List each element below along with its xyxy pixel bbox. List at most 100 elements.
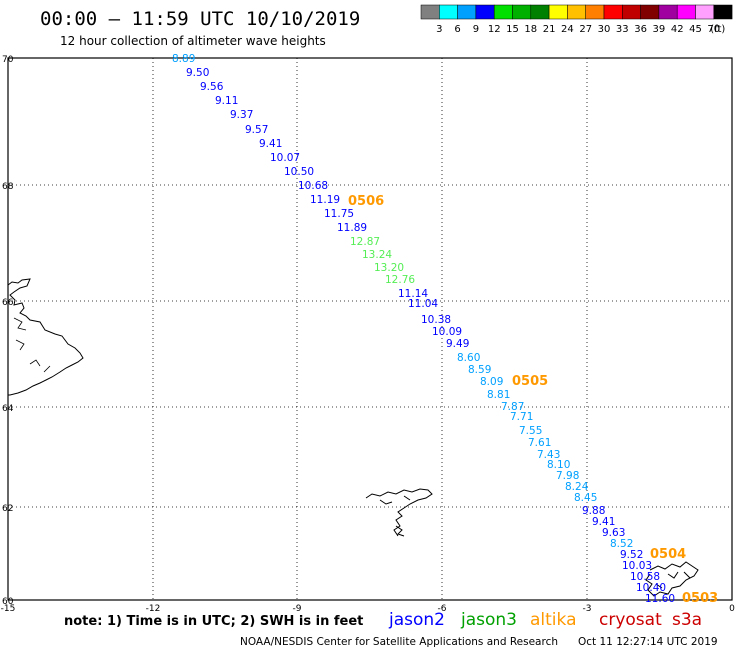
colorbar-swatch <box>548 4 568 20</box>
swh-value-label: 9.41 <box>259 138 282 150</box>
colorbar-label: 24 <box>561 24 574 35</box>
pass-time-labels: 0506 0505 0504 0503 <box>348 194 718 606</box>
swh-value-label: 11.04 <box>408 298 438 310</box>
colorbar-label: 21 <box>543 24 556 35</box>
swh-value-label: 7.98 <box>556 470 579 482</box>
page-title: 00:00 – 11:59 UTC 10/10/2019 <box>40 8 360 30</box>
colorbar-label: 33 <box>616 24 629 35</box>
pass-time-label: 0504 <box>650 547 686 562</box>
longitude-tick-label: -15 <box>1 604 16 614</box>
satellite-legend-item: jason3 <box>460 610 517 630</box>
swh-value-label: 12.76 <box>385 274 415 286</box>
colorbar-swatch <box>493 4 513 20</box>
map-border <box>7 57 733 601</box>
swh-value-label: 7.87 <box>501 401 524 413</box>
swh-value-label: 11.19 <box>310 194 340 206</box>
colorbar-swatch <box>622 4 641 20</box>
colorbar-label: 42 <box>671 24 684 35</box>
colorbar-swatch <box>640 4 660 20</box>
colorbar-label: 6 <box>454 24 460 35</box>
colorbar-label: 30 <box>598 24 611 35</box>
swh-value-label: 7.71 <box>510 411 533 423</box>
swh-value-label: 8.45 <box>574 492 597 504</box>
pass-time-label: 0503 <box>682 591 718 606</box>
satellite-legend: jason2 jason3 altika cryosat s3a <box>388 610 702 630</box>
swh-value-label: 10.09 <box>432 326 462 338</box>
swh-value-label: 8.60 <box>457 352 480 364</box>
colorbar-label: 27 <box>579 24 592 35</box>
swh-value-label: 9.41 <box>592 516 615 528</box>
colorbar-swatch <box>676 4 696 20</box>
colorbar-swatch <box>713 4 733 20</box>
colorbar-label: 12 <box>488 24 501 35</box>
colorbar-label: 39 <box>653 24 666 35</box>
graticule <box>8 57 732 600</box>
colorbar-label: 9 <box>473 24 479 35</box>
longitude-tick-label: -3 <box>583 604 592 614</box>
footer-note: note: 1) Time is in UTC; 2) SWH is in fe… <box>64 614 363 629</box>
swh-value-label: 8.52 <box>610 538 633 550</box>
colorbar-swatch <box>457 4 477 20</box>
latitude-tick-label: 64 <box>2 404 14 414</box>
swh-value-label: 10.07 <box>270 152 300 164</box>
swh-value-label: 9.63 <box>602 527 625 539</box>
swh-value-label: 10.40 <box>636 582 666 594</box>
swh-value-label: 7.61 <box>528 437 551 449</box>
longitude-tick-label: -9 <box>293 604 302 614</box>
colorbar-label: 3 <box>436 24 442 35</box>
colorbar-swatch <box>439 4 458 20</box>
pass-time-label: 0505 <box>512 374 548 389</box>
swh-value-label: 8.10 <box>547 459 570 471</box>
swh-value-label: 9.52 <box>620 549 643 561</box>
colorbar-swatch <box>530 4 550 20</box>
swh-value-label: 8.09 <box>480 376 503 388</box>
pass-time-label: 0506 <box>348 194 384 209</box>
swh-value-label: 11.75 <box>324 208 354 220</box>
latitude-tick-label: 62 <box>2 504 13 514</box>
swh-value-label: 9.49 <box>446 338 469 350</box>
satellite-legend-item: jason2 <box>388 610 445 630</box>
swh-value-label: 8.81 <box>487 389 510 401</box>
faroe-islands-coastline <box>365 488 433 537</box>
colorbar-label: 45 <box>689 24 702 35</box>
iceland-coastline <box>7 278 84 396</box>
latitude-tick-label: 66 <box>2 298 14 308</box>
colorbar-swatch <box>512 4 532 20</box>
swh-value-label: 9.56 <box>200 81 224 93</box>
swh-value-label: 10.68 <box>298 180 328 192</box>
swh-value-label: 11.60 <box>645 593 675 605</box>
iceland-coastline-detail <box>13 317 51 373</box>
colorbar-swatch <box>695 4 715 20</box>
swh-value-label: 13.24 <box>362 249 392 261</box>
swh-value-label: 7.43 <box>537 449 560 461</box>
satellite-legend-item: altika <box>530 610 577 630</box>
colorbar-label: 70 <box>707 24 720 35</box>
colorbar-swatch <box>420 4 440 20</box>
map-frame <box>7 57 733 601</box>
swh-value-label: 10.58 <box>630 571 660 583</box>
swh-value-label: 9.50 <box>186 67 209 79</box>
colorbar-label: 18 <box>524 24 537 35</box>
swh-value-label: 8.89 <box>172 53 195 65</box>
colorbar-legend: 3 6 9 12 15 18 21 24 27 30 33 36 39 42 45 70(ft) <box>420 4 733 35</box>
colorbar-swatch <box>475 4 495 20</box>
satellite-legend-item: cryosat <box>599 610 662 630</box>
colorbar-swatch <box>603 4 623 20</box>
swh-value-label: 8.24 <box>565 481 589 493</box>
swh-value-label: 8.59 <box>468 364 491 376</box>
footer-timestamp: Oct 11 12:27:14 UTC 2019 <box>578 636 718 648</box>
tick-labels: 70 68 66 64 62 60-15 -12 -9 -6 -3 0 <box>1 55 735 614</box>
longitude-tick-label: 0 <box>729 604 735 614</box>
swh-value-label: 11.14 <box>398 288 428 300</box>
swh-value-label: 10.50 <box>284 166 314 178</box>
colorbar-swatch <box>567 4 586 20</box>
swh-value-label: 12.87 <box>350 236 380 248</box>
longitude-tick-label: -6 <box>438 604 447 614</box>
swh-value-label: 11.89 <box>337 222 367 234</box>
colorbar-unit: (ft) <box>710 24 725 35</box>
colorbar-label: 36 <box>634 24 647 35</box>
swh-value-label: 9.11 <box>215 95 238 107</box>
footer-credit: NOAA/NESDIS Center for Satellite Applica… <box>240 636 558 648</box>
swh-value-label: 10.03 <box>622 560 652 572</box>
longitude-tick-label: -12 <box>146 604 161 614</box>
